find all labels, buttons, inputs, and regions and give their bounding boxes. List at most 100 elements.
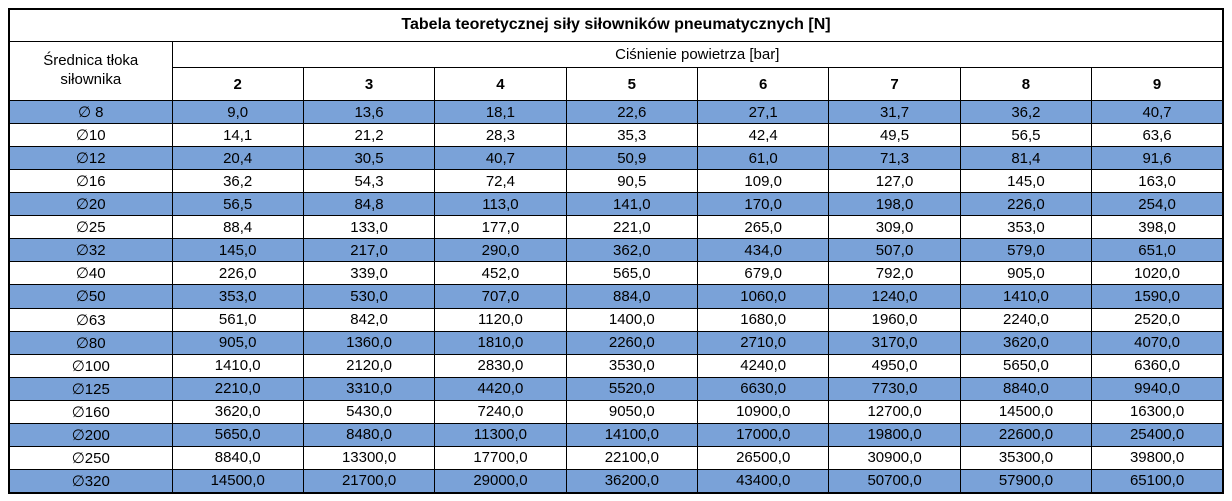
force-value-cell: 113,0: [434, 192, 567, 217]
force-value-cell: 6360,0: [1091, 353, 1224, 378]
force-value-cell: 31,7: [828, 100, 961, 125]
force-value-cell: 9,0: [171, 100, 304, 125]
diameter-cell: ∅50: [8, 284, 173, 309]
diameter-cell: ∅100: [8, 353, 173, 378]
table-row: ∅250 8840,0 13300,0 17700,0 22100,0 26500,0 30…: [8, 445, 1224, 470]
force-value-cell: 40,7: [434, 146, 567, 171]
diameter-cell: ∅63: [8, 307, 173, 332]
table-row: ∅320 14500,0 21700,0 29000,0 36200,0 43400,0 5…: [8, 468, 1224, 494]
force-value-cell: 40,7: [1091, 100, 1224, 125]
force-value-cell: 2260,0: [565, 330, 699, 355]
pressure-col-header: 6: [696, 67, 830, 102]
diameter-cell: ∅12: [8, 146, 173, 171]
diameter-header-line1: Średnica tłoka: [43, 52, 139, 70]
force-value-cell: 561,0: [171, 307, 304, 332]
force-value-cell: 4070,0: [1091, 330, 1224, 355]
force-value-cell: 1410,0: [171, 353, 304, 378]
force-value-cell: 651,0: [1091, 238, 1224, 263]
diameter-cell: ∅40: [8, 261, 173, 286]
diameter-cell: ∅250: [8, 445, 173, 470]
force-value-cell: 27,1: [696, 100, 830, 125]
force-value-cell: 7240,0: [434, 399, 567, 424]
force-value-cell: 14500,0: [959, 399, 1093, 424]
force-value-cell: 8840,0: [959, 376, 1093, 401]
force-value-cell: 530,0: [302, 284, 436, 309]
table-row: ∅80 905,0 1360,0 1810,0 2260,0 2710,0 3170,0 36…: [8, 330, 1224, 355]
force-value-cell: 42,4: [696, 123, 830, 148]
table-body: ∅ 8 9,0 13,6 18,1 22,6 27,1 31,7 36,2 40,7 ∅10 14,…: [8, 100, 1224, 494]
force-value-cell: 1020,0: [1091, 261, 1224, 286]
force-value-cell: 88,4: [171, 215, 304, 240]
force-value-cell: 14100,0: [565, 422, 699, 447]
force-value-cell: 29000,0: [434, 468, 567, 494]
force-value-cell: 109,0: [696, 169, 830, 194]
force-value-cell: 254,0: [1091, 192, 1224, 217]
pressure-col-header: 3: [302, 67, 436, 102]
force-value-cell: 217,0: [302, 238, 436, 263]
table-row: ∅160 3620,0 5430,0 7240,0 9050,0 10900,0 12700…: [8, 399, 1224, 424]
force-value-cell: 10900,0: [696, 399, 830, 424]
force-value-cell: 19800,0: [828, 422, 961, 447]
force-value-cell: 707,0: [434, 284, 567, 309]
diameter-cell: ∅320: [8, 468, 173, 494]
table-row: ∅12 20,4 30,5 40,7 50,9 61,0 71,3 81,4 91,6: [8, 146, 1224, 171]
table-row: ∅20 56,5 84,8 113,0 141,0 170,0 198,0 226,0 254,…: [8, 192, 1224, 217]
force-value-cell: 5430,0: [302, 399, 436, 424]
force-value-cell: 565,0: [565, 261, 699, 286]
force-value-cell: 353,0: [959, 215, 1093, 240]
force-value-cell: 20,4: [171, 146, 304, 171]
force-value-cell: 12700,0: [828, 399, 961, 424]
force-value-cell: 57900,0: [959, 468, 1093, 494]
force-value-cell: 127,0: [828, 169, 961, 194]
force-value-cell: 56,5: [959, 123, 1093, 148]
force-value-cell: 884,0: [565, 284, 699, 309]
force-value-cell: 36200,0: [565, 468, 699, 494]
table-title: Tabela teoretycznej siły siłowników pneu…: [8, 8, 1224, 42]
force-value-cell: 792,0: [828, 261, 961, 286]
force-value-cell: 63,6: [1091, 123, 1224, 148]
force-value-cell: 8840,0: [171, 445, 304, 470]
force-value-cell: 8480,0: [302, 422, 436, 447]
force-value-cell: 1240,0: [828, 284, 961, 309]
table-title-row: Tabela teoretycznej siły siłowników pneu…: [8, 8, 1224, 42]
force-value-cell: 905,0: [171, 330, 304, 355]
force-value-cell: 35,3: [565, 123, 699, 148]
force-value-cell: 50,9: [565, 146, 699, 171]
force-value-cell: 2520,0: [1091, 307, 1224, 332]
force-value-cell: 36,2: [959, 100, 1093, 125]
force-value-cell: 5650,0: [959, 353, 1093, 378]
diameter-cell: ∅32: [8, 238, 173, 263]
force-value-cell: 3310,0: [302, 376, 436, 401]
force-value-cell: 226,0: [959, 192, 1093, 217]
force-value-cell: 30,5: [302, 146, 436, 171]
force-value-cell: 679,0: [696, 261, 830, 286]
force-value-cell: 6630,0: [696, 376, 830, 401]
pressure-col-header: 8: [959, 67, 1093, 102]
table-head-section: Tabela teoretycznej siły siłowników pneu…: [8, 8, 1224, 102]
force-value-cell: 2710,0: [696, 330, 830, 355]
pressure-col-header: 9: [1091, 67, 1224, 102]
force-value-cell: 11300,0: [434, 422, 567, 447]
force-value-cell: 7730,0: [828, 376, 961, 401]
pressure-group-header: Ciśnienie powietrza [bar]: [171, 40, 1224, 69]
pressure-col-header: 2: [171, 67, 304, 102]
force-value-cell: 17700,0: [434, 445, 567, 470]
force-value-cell: 54,3: [302, 169, 436, 194]
force-value-cell: 22100,0: [565, 445, 699, 470]
force-value-cell: 226,0: [171, 261, 304, 286]
force-value-cell: 5520,0: [565, 376, 699, 401]
force-value-cell: 398,0: [1091, 215, 1224, 240]
force-value-cell: 14,1: [171, 123, 304, 148]
force-value-cell: 90,5: [565, 169, 699, 194]
force-value-cell: 13,6: [302, 100, 436, 125]
force-value-cell: 290,0: [434, 238, 567, 263]
force-value-cell: 1590,0: [1091, 284, 1224, 309]
force-value-cell: 35300,0: [959, 445, 1093, 470]
table-row: ∅32 145,0 217,0 290,0 362,0 434,0 507,0 579,0 65…: [8, 238, 1224, 263]
force-value-cell: 221,0: [565, 215, 699, 240]
diameter-cell: ∅20: [8, 192, 173, 217]
table-row: ∅50 353,0 530,0 707,0 884,0 1060,0 1240,0 1410,…: [8, 284, 1224, 309]
force-value-cell: 1400,0: [565, 307, 699, 332]
diameter-cell: ∅ 8: [8, 100, 173, 125]
force-value-cell: 133,0: [302, 215, 436, 240]
